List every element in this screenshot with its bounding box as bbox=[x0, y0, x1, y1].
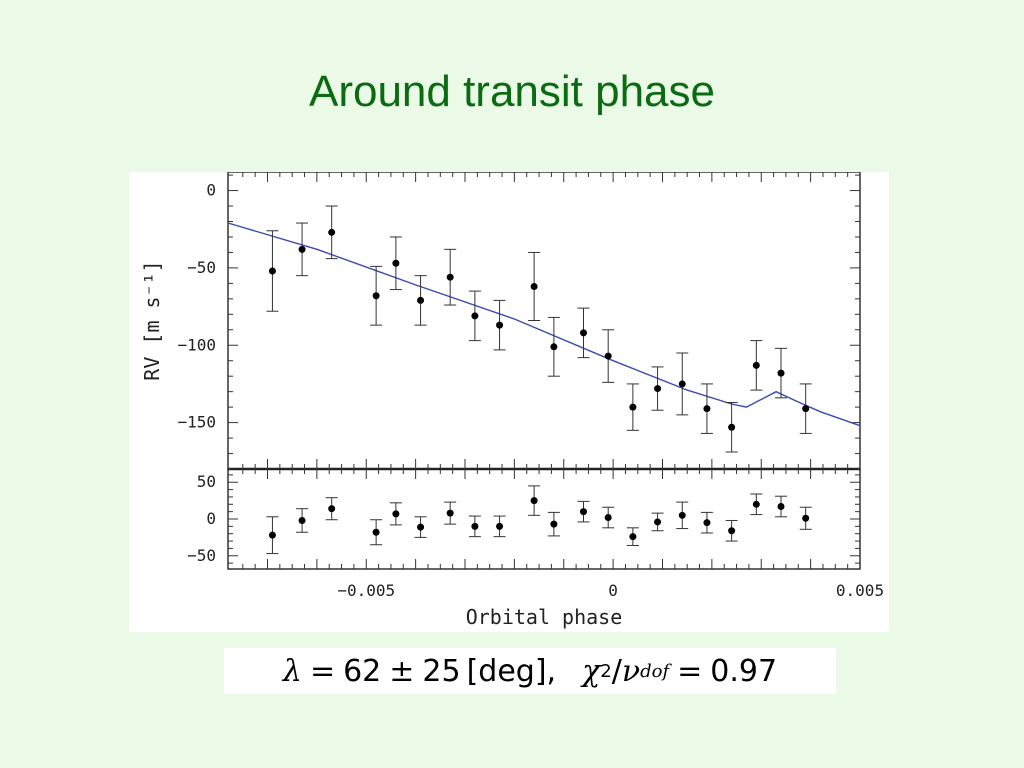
residual-point bbox=[268, 531, 276, 539]
top-panel-frame bbox=[227, 172, 861, 470]
rv-point bbox=[678, 380, 686, 388]
slash: / bbox=[611, 653, 622, 689]
nu-subscript: dof bbox=[640, 660, 670, 682]
residual-point bbox=[752, 500, 760, 508]
lambda-value: 62 bbox=[343, 653, 382, 689]
rv-point bbox=[268, 267, 276, 275]
rv-point bbox=[298, 245, 306, 253]
rv-point bbox=[580, 329, 587, 337]
x-tick-label: 0 bbox=[608, 581, 618, 600]
y-tick-label: 0 bbox=[206, 509, 216, 528]
chi-value: 0.97 bbox=[710, 653, 778, 689]
rv-point bbox=[530, 282, 538, 290]
residual-point bbox=[604, 514, 612, 522]
lambda-unit: [deg], bbox=[466, 653, 557, 689]
rv-point bbox=[550, 343, 558, 351]
rv-chart-svg: 0 −50 −100 −150 50 0 −50 −0.005 0 0.005 Orbital ph… bbox=[140, 172, 884, 629]
residual-point bbox=[802, 514, 810, 522]
rv-point bbox=[654, 385, 662, 393]
rv-point bbox=[703, 405, 711, 413]
residual-point bbox=[550, 520, 558, 528]
plusminus-sign: ± bbox=[389, 653, 415, 689]
residual-point bbox=[298, 516, 306, 524]
equals-sign-2: = bbox=[677, 653, 703, 689]
residual-point bbox=[530, 497, 538, 505]
y-tick-label: −100 bbox=[177, 335, 216, 354]
residual-point bbox=[372, 528, 380, 536]
rv-point bbox=[372, 292, 380, 300]
rv-point bbox=[777, 369, 785, 377]
chi-power: 2 bbox=[600, 660, 612, 682]
rv-point bbox=[802, 405, 810, 413]
y-tick-label: −50 bbox=[187, 546, 216, 565]
rv-point bbox=[496, 321, 504, 329]
rv-point bbox=[471, 312, 479, 320]
model-curve bbox=[227, 222, 861, 427]
rv-point bbox=[446, 273, 454, 281]
y-tick-label: 0 bbox=[206, 181, 216, 200]
residual-point bbox=[654, 518, 662, 526]
lambda-error: 25 bbox=[422, 653, 461, 689]
residual-point bbox=[629, 533, 637, 541]
residual-point bbox=[678, 511, 686, 519]
y-axis-label: RV [m s⁻¹] bbox=[140, 260, 164, 380]
rv-point bbox=[604, 352, 612, 360]
bottom-panel-frame bbox=[227, 468, 861, 570]
residual-point bbox=[777, 503, 785, 510]
residual-point bbox=[703, 519, 711, 527]
y-tick-label: 50 bbox=[197, 472, 216, 491]
rv-point bbox=[392, 259, 400, 267]
y-tick-label: −150 bbox=[177, 413, 216, 432]
rv-point bbox=[629, 403, 637, 411]
slide-title: Around transit phase bbox=[308, 67, 716, 116]
residual-point bbox=[446, 509, 454, 517]
residual-point bbox=[392, 510, 400, 518]
chi-symbol: χ bbox=[582, 653, 601, 689]
equals-sign-1: = bbox=[309, 653, 336, 689]
residual-point bbox=[328, 505, 336, 513]
nu-symbol: ν bbox=[621, 653, 641, 689]
residual-point bbox=[417, 523, 425, 531]
residual-point bbox=[580, 508, 587, 516]
x-axis-label: Orbital phase bbox=[466, 605, 623, 629]
lambda-symbol: λ bbox=[282, 653, 302, 689]
rv-point bbox=[328, 228, 336, 236]
residual-point bbox=[471, 522, 479, 530]
y-tick-label: −50 bbox=[187, 258, 216, 277]
residual-point bbox=[496, 522, 504, 530]
rv-figure: 0 −50 −100 −150 50 0 −50 −0.005 0 0.005 Orbital ph… bbox=[129, 172, 889, 632]
rv-point bbox=[728, 423, 736, 431]
x-tick-label: −0.005 bbox=[337, 581, 395, 600]
rv-point bbox=[417, 296, 425, 304]
x-tick-label: 0.005 bbox=[836, 581, 884, 600]
residual-point bbox=[728, 527, 736, 535]
rv-point bbox=[752, 361, 760, 369]
